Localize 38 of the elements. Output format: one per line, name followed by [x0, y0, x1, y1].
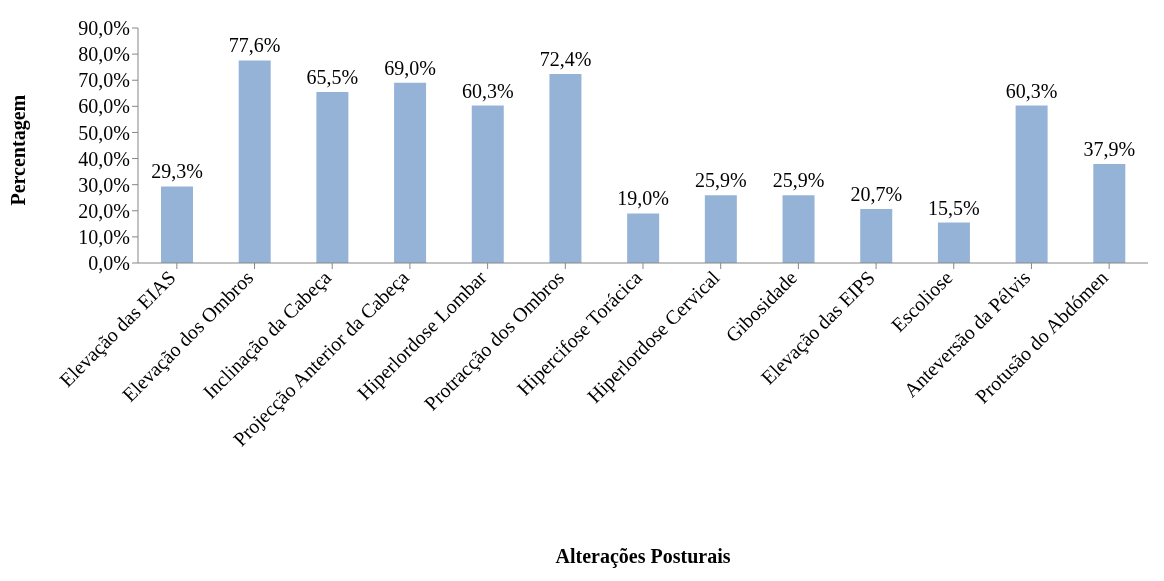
- bar: [549, 73, 582, 263]
- y-tick-label: 30,0%: [78, 173, 130, 196]
- y-tick-label: 90,0%: [78, 17, 130, 40]
- y-tick-label: 80,0%: [78, 43, 130, 66]
- bar: [471, 105, 504, 263]
- data-label: 60,3%: [461, 79, 514, 102]
- data-label: 20,7%: [850, 182, 903, 205]
- bar: [238, 60, 271, 263]
- data-label: 15,5%: [928, 196, 980, 219]
- y-tick-label: 60,0%: [78, 95, 130, 118]
- bar: [860, 208, 893, 263]
- bar: [627, 213, 660, 263]
- data-label: 65,5%: [306, 65, 359, 88]
- data-label: 60,3%: [1005, 79, 1058, 102]
- bar: [394, 82, 427, 263]
- data-label: 19,0%: [617, 187, 669, 210]
- bar: [316, 91, 349, 263]
- x-axis-title: Alterações Posturais: [555, 545, 731, 568]
- data-label: 25,9%: [772, 169, 825, 192]
- y-tick-label: 70,0%: [78, 69, 130, 92]
- bar: [1093, 164, 1126, 263]
- data-label: 37,9%: [1083, 138, 1136, 161]
- y-tick-label: 20,0%: [78, 199, 130, 222]
- y-tick-label: 0,0%: [88, 252, 130, 275]
- bar: [937, 222, 970, 263]
- y-tick-label: 10,0%: [78, 225, 130, 248]
- y-tick-label: 40,0%: [78, 147, 130, 170]
- data-label: 29,3%: [151, 160, 203, 183]
- data-label: 77,6%: [228, 34, 281, 57]
- y-axis-title: Percentagem: [7, 94, 31, 206]
- data-label: 72,4%: [539, 47, 592, 70]
- bar: [1015, 105, 1048, 263]
- y-tick-label: 50,0%: [78, 121, 130, 144]
- bar: [704, 195, 737, 263]
- data-label: 69,0%: [384, 56, 436, 79]
- data-label: 25,9%: [695, 169, 747, 192]
- bar: [782, 195, 815, 263]
- bar: [161, 186, 193, 263]
